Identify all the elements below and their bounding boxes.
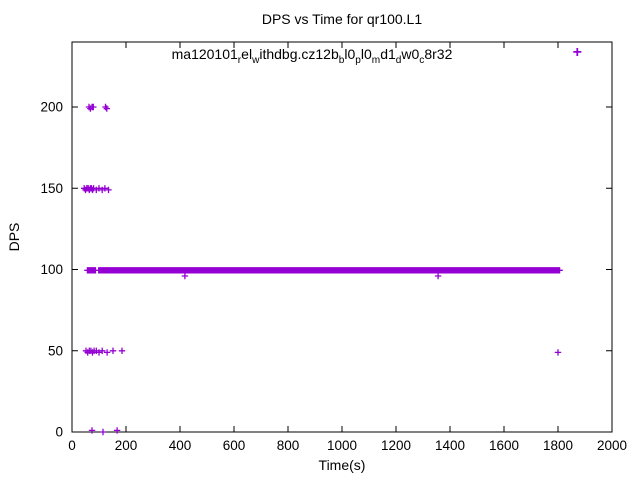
plot-border bbox=[71, 41, 613, 433]
legend-label-part: w bbox=[252, 54, 260, 66]
x-tick-label: 400 bbox=[169, 438, 192, 453]
legend-label-part: r bbox=[237, 54, 242, 66]
legend-label-part: c bbox=[419, 54, 425, 66]
legend-label: ma120101relwithdbg.cz12bbl0pl0md1dw0c8r3… bbox=[72, 46, 552, 66]
legend-label-part: ithdbg.cz12b bbox=[259, 46, 339, 62]
y-tick-label: 200 bbox=[40, 100, 63, 115]
x-tick-label: 200 bbox=[115, 438, 138, 453]
y-axis-label: DPS bbox=[6, 222, 22, 252]
legend-label-part: w0 bbox=[401, 46, 420, 62]
x-tick-label: 2000 bbox=[597, 438, 627, 453]
x-tick-label: 800 bbox=[277, 438, 300, 453]
y-tick-label: 0 bbox=[55, 425, 63, 440]
legend-label-part: 8r32 bbox=[424, 46, 453, 62]
x-tick-label: 1800 bbox=[543, 438, 573, 453]
legend-label-part: d1 bbox=[380, 46, 396, 62]
legend-label-part: b bbox=[338, 54, 345, 66]
legend-label-part: el bbox=[241, 46, 253, 62]
x-tick-label: 1200 bbox=[381, 438, 411, 453]
legend-label-part: l0 bbox=[344, 46, 356, 62]
x-tick-label: 600 bbox=[223, 438, 246, 453]
x-tick-label: 1400 bbox=[435, 438, 465, 453]
y-tick-label: 150 bbox=[40, 181, 63, 196]
legend-label-part: p bbox=[355, 54, 361, 66]
legend-label-part: l0 bbox=[360, 46, 372, 62]
x-axis-label: Time(s) bbox=[318, 457, 366, 473]
chart-title: DPS vs Time for qr100.L1 bbox=[261, 11, 423, 27]
y-tick-label: 50 bbox=[48, 343, 63, 358]
legend-label-part: d bbox=[395, 54, 402, 66]
x-tick-label: 0 bbox=[68, 438, 76, 453]
plus-marker-icon: + bbox=[572, 44, 582, 61]
x-tick-label: 1600 bbox=[489, 438, 519, 453]
legend: ma120101relwithdbg.cz12bbl0pl0md1dw0c8r3… bbox=[72, 44, 612, 66]
legend-label-part: ma120101 bbox=[171, 46, 238, 62]
y-tick-label: 100 bbox=[40, 262, 63, 277]
legend-label-part: m bbox=[371, 54, 381, 66]
x-tick-label: 1000 bbox=[327, 438, 357, 453]
series-markers bbox=[81, 103, 563, 436]
